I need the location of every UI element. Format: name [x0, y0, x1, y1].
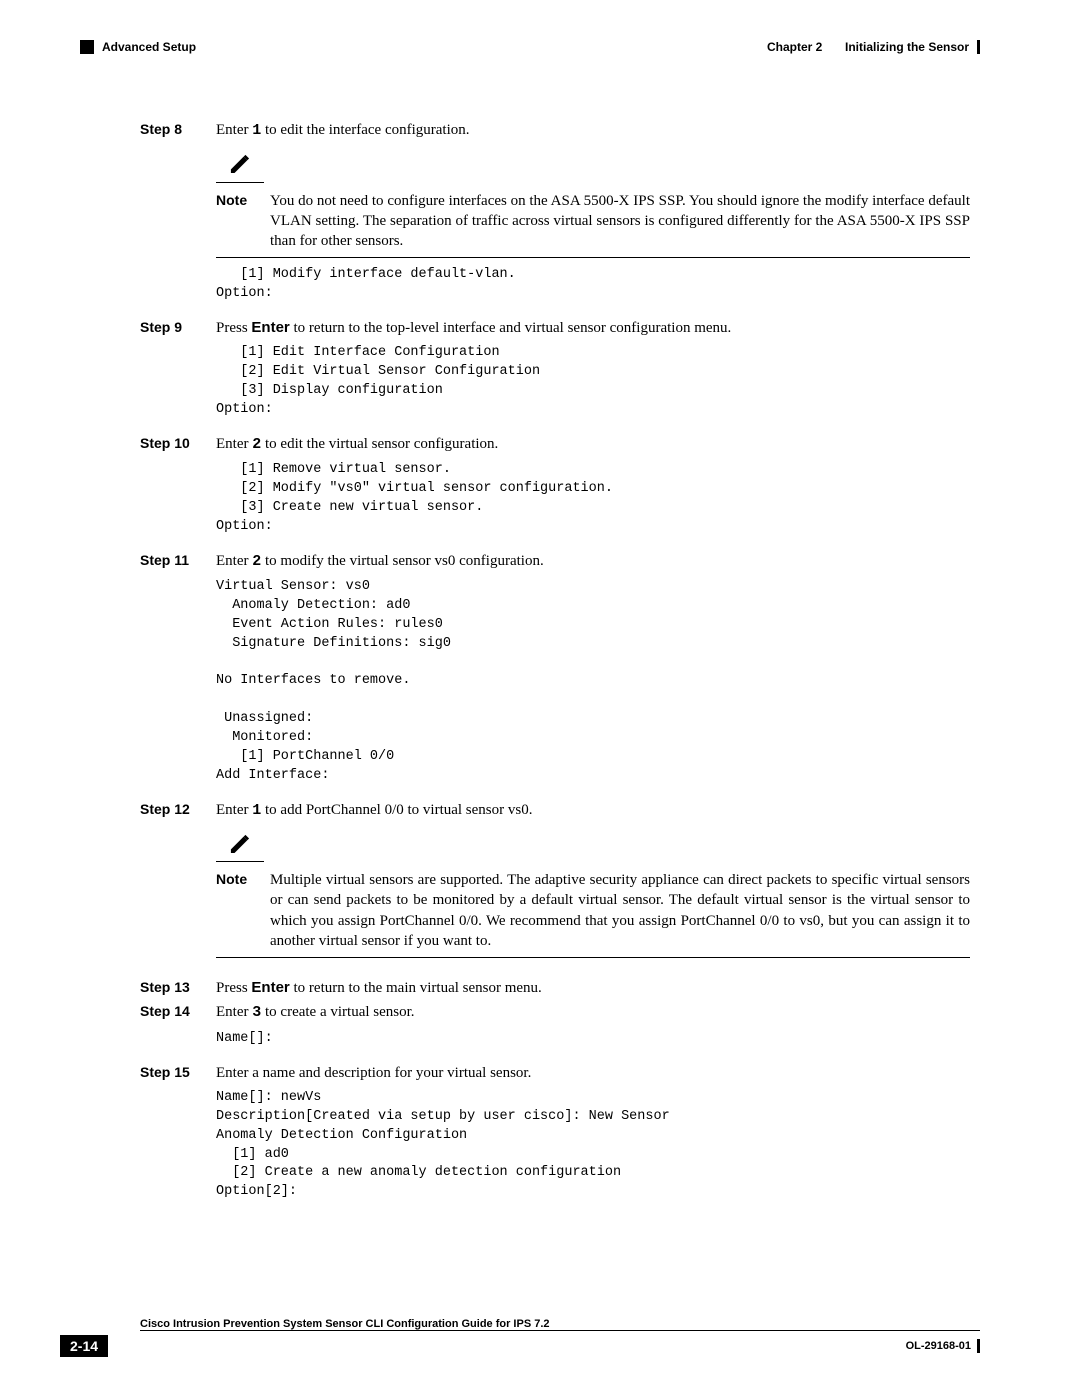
step-key: 1	[252, 122, 261, 139]
step-label: Step 10	[140, 434, 200, 547]
note-text: Multiple virtual sensors are supported. …	[270, 870, 970, 951]
step-text-post: to edit the virtual sensor configuration…	[261, 436, 498, 452]
step-body: Press Enter to return to the top-level i…	[216, 318, 970, 430]
header-right: Chapter 2 Initializing the Sensor	[767, 40, 980, 54]
step-key: Enter	[251, 979, 289, 996]
page-header: Advanced Setup Chapter 2 Initializing th…	[80, 40, 980, 54]
step-text-pre: Enter	[216, 1004, 252, 1020]
step-8: Step 8 Enter 1 to edit the interface con…	[140, 120, 970, 314]
step-14: Step 14 Enter 3 to create a virtual sens…	[140, 1002, 970, 1058]
footer-bar-icon	[977, 1339, 980, 1353]
step-label: Step 13	[140, 978, 200, 998]
note-icon-wrap	[216, 833, 264, 862]
note-row: Note You do not need to configure interf…	[216, 185, 970, 259]
header-left: Advanced Setup	[80, 40, 196, 54]
step-text-post: to edit the interface configuration.	[261, 122, 469, 138]
chapter-title: Initializing the Sensor	[845, 40, 969, 54]
step-9: Step 9 Press Enter to return to the top-…	[140, 318, 970, 430]
note-block: Note You do not need to configure interf…	[216, 153, 970, 258]
chapter-label: Chapter 2	[767, 40, 822, 54]
note-row: Note Multiple virtual sensors are suppor…	[216, 864, 970, 958]
step-11: Step 11 Enter 2 to modify the virtual se…	[140, 551, 970, 796]
step-12: Step 12 Enter 1 to add PortChannel 0/0 t…	[140, 800, 970, 967]
step-label: Step 15	[140, 1063, 200, 1213]
page: Advanced Setup Chapter 2 Initializing th…	[0, 0, 1080, 1397]
step-key: 1	[252, 802, 261, 819]
page-number: 2-14	[60, 1335, 108, 1357]
step-body: Enter a name and description for your vi…	[216, 1063, 970, 1213]
step-text-post: to create a virtual sensor.	[261, 1004, 414, 1020]
step-label: Step 12	[140, 800, 200, 967]
note-text: You do not need to configure interfaces …	[270, 191, 970, 252]
code-block: [1] Modify interface default-vlan. Optio…	[216, 266, 970, 304]
step-body: Enter 1 to add PortChannel 0/0 to virtua…	[216, 800, 970, 967]
step-text-post: to return to the top-level interface and…	[290, 320, 732, 336]
step-body: Enter 1 to edit the interface configurat…	[216, 120, 970, 314]
note-icon-wrap	[216, 153, 264, 182]
note-label: Note	[216, 870, 256, 951]
step-text-pre: Enter	[216, 436, 252, 452]
step-text-pre: Enter	[216, 553, 252, 569]
header-marker-icon	[80, 40, 94, 54]
step-text-post: to modify the virtual sensor vs0 configu…	[261, 553, 543, 569]
code-block: Virtual Sensor: vs0 Anomaly Detection: a…	[216, 578, 970, 786]
step-text-post: to add PortChannel 0/0 to virtual sensor…	[261, 802, 532, 818]
footer-row: 2-14 OL-29168-01	[60, 1335, 980, 1357]
footer-right: OL-29168-01	[906, 1339, 980, 1353]
step-body: Enter 2 to modify the virtual sensor vs0…	[216, 551, 970, 796]
footer-rule	[140, 1330, 980, 1331]
step-key: 2	[252, 436, 261, 453]
step-key: Enter	[251, 319, 289, 336]
header-bar-icon	[977, 40, 980, 54]
step-text-pre: Enter	[216, 802, 252, 818]
step-label: Step 9	[140, 318, 200, 430]
step-text-pre: Press	[216, 980, 251, 996]
doc-id: OL-29168-01	[906, 1340, 971, 1352]
step-10: Step 10 Enter 2 to edit the virtual sens…	[140, 434, 970, 547]
step-text-post: to return to the main virtual sensor men…	[290, 980, 542, 996]
step-key: 3	[252, 1004, 261, 1021]
pencil-icon	[229, 833, 251, 853]
section-title: Advanced Setup	[102, 40, 196, 54]
note-block: Note Multiple virtual sensors are suppor…	[216, 833, 970, 958]
code-block: [1] Remove virtual sensor. [2] Modify "v…	[216, 461, 970, 537]
code-block: [1] Edit Interface Configuration [2] Edi…	[216, 344, 970, 420]
step-body: Enter 3 to create a virtual sensor. Name…	[216, 1002, 970, 1058]
step-13: Step 13 Press Enter to return to the mai…	[140, 978, 970, 998]
step-label: Step 14	[140, 1002, 200, 1058]
note-label: Note	[216, 191, 256, 252]
step-key: 2	[252, 553, 261, 570]
step-label: Step 11	[140, 551, 200, 796]
content-area: Step 8 Enter 1 to edit the interface con…	[80, 60, 980, 1212]
step-body: Enter 2 to edit the virtual sensor confi…	[216, 434, 970, 547]
step-15: Step 15 Enter a name and description for…	[140, 1063, 970, 1213]
step-label: Step 8	[140, 120, 200, 314]
step-text-pre: Enter	[216, 122, 252, 138]
pencil-icon	[229, 153, 251, 173]
guide-title: Cisco Intrusion Prevention System Sensor…	[140, 1318, 980, 1330]
step-text: Enter a name and description for your vi…	[216, 1065, 531, 1081]
code-block: Name[]:	[216, 1030, 970, 1049]
step-body: Press Enter to return to the main virtua…	[216, 978, 970, 998]
page-footer: Cisco Intrusion Prevention System Sensor…	[60, 1320, 980, 1357]
code-block: Name[]: newVs Description[Created via se…	[216, 1089, 970, 1202]
step-text-pre: Press	[216, 320, 251, 336]
